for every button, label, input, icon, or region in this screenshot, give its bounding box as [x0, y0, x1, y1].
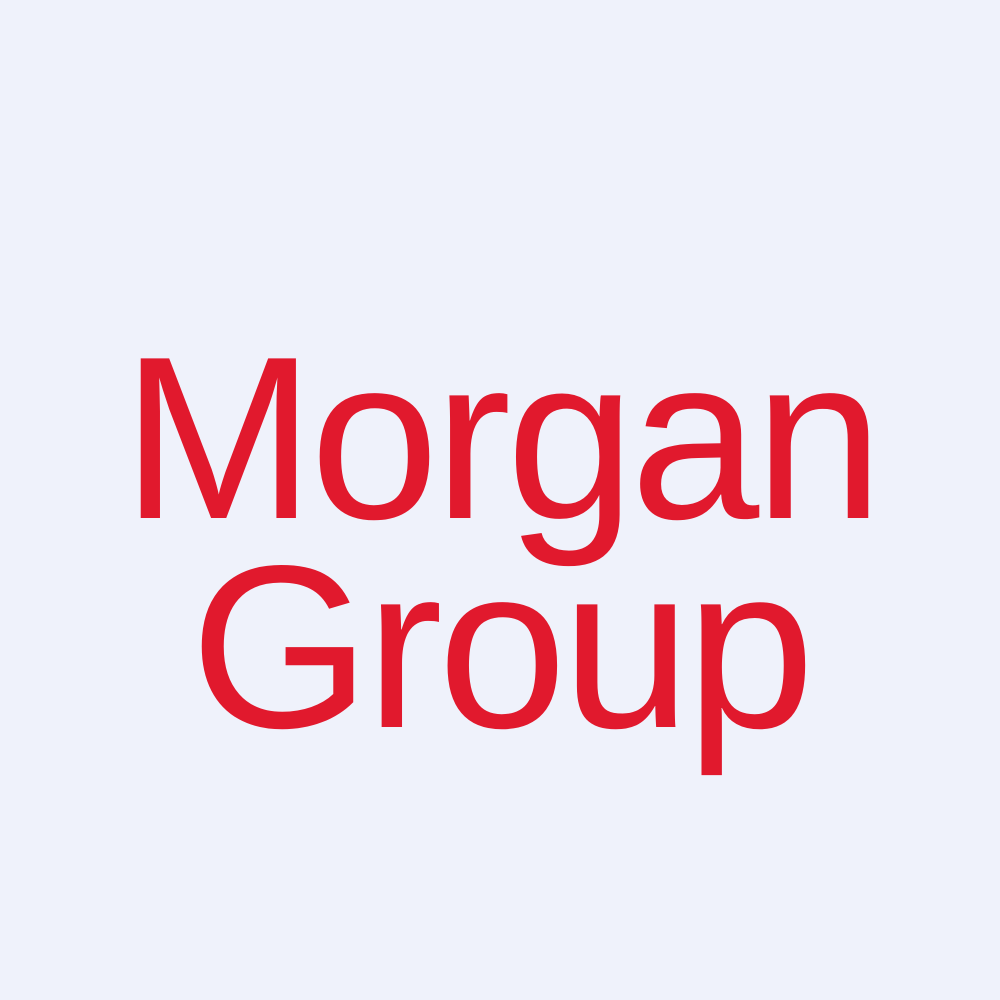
logo-line-morgan: Morgan: [121, 309, 884, 568]
logo-line-group: Group: [190, 518, 815, 777]
